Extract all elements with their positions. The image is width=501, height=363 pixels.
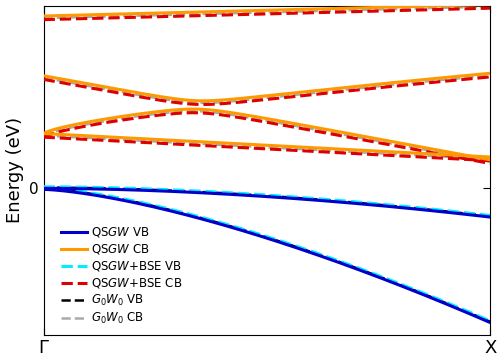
Legend: QS$GW$ VB, QS$GW$ CB, QS$GW$+BSE VB, QS$GW$+BSE CB, $G_0W_0$ VB, $G_0W_0$ CB: QS$GW$ VB, QS$GW$ CB, QS$GW$+BSE VB, QS$… (58, 223, 185, 329)
Y-axis label: Energy (eV): Energy (eV) (6, 117, 24, 223)
